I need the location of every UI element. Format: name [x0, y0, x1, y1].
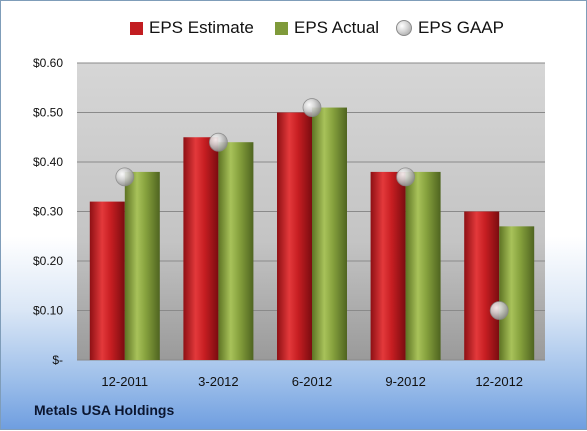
legend-item-gaap: EPS GAAP	[396, 18, 504, 38]
legend-label-actual: EPS Actual	[294, 18, 380, 37]
y-tick-label: $0.30	[33, 205, 63, 219]
x-tick-label: 3-2012	[198, 374, 238, 389]
bar-actual	[312, 107, 347, 360]
y-tick-label: $-	[52, 353, 63, 367]
bar-actual	[218, 142, 254, 360]
legend-bubble-gaap	[396, 20, 412, 36]
legend-label-estimate: EPS Estimate	[149, 18, 254, 37]
bar-estimate	[89, 201, 125, 360]
legend: EPS Estimate EPS Actual EPS GAAP	[1, 18, 587, 42]
y-tick-label: $0.50	[33, 106, 63, 120]
company-name: Metals USA Holdings	[34, 402, 175, 418]
gaap-point	[302, 98, 322, 117]
gaap-point	[489, 301, 509, 320]
y-tick-label: $0.10	[33, 304, 63, 318]
bar-actual	[499, 226, 535, 360]
legend-swatch-estimate	[130, 21, 143, 35]
bar-estimate	[464, 211, 500, 360]
gaap-point	[208, 132, 228, 152]
legend-swatch-actual	[275, 21, 288, 35]
legend-label-gaap: EPS GAAP	[418, 18, 504, 37]
x-tick-label: 12-2011	[101, 374, 148, 389]
x-tick-label: 12-2012	[475, 374, 523, 389]
legend-item-estimate: EPS Estimate	[130, 18, 254, 38]
bar-estimate	[183, 137, 219, 360]
x-tick-label: 9-2012	[385, 374, 425, 389]
y-tick-label: $0.60	[33, 56, 63, 70]
gaap-point	[396, 167, 416, 187]
bar-actual	[124, 171, 160, 360]
gaap-point	[115, 167, 135, 187]
legend-item-actual: EPS Actual	[275, 18, 379, 38]
bar-estimate	[277, 112, 312, 360]
y-tick-label: $0.40	[33, 155, 63, 169]
x-tick-label: 6-2012	[292, 374, 332, 389]
bar-estimate	[370, 171, 406, 360]
y-tick-label: $0.20	[33, 254, 63, 268]
bar-actual	[405, 171, 441, 360]
